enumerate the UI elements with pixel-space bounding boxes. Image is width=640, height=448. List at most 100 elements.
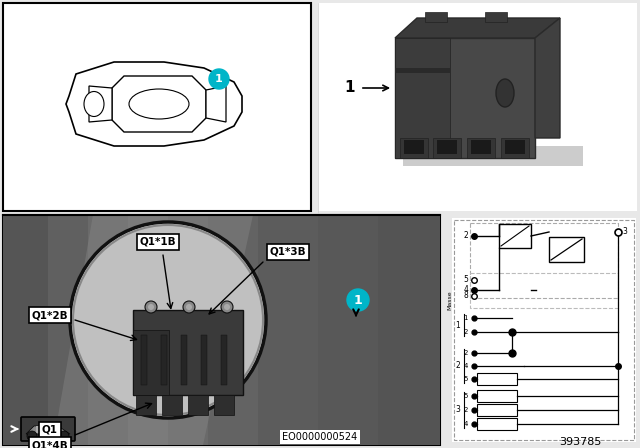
Bar [404, 140, 424, 154]
Bar [128, 215, 168, 445]
Text: Q1*3B: Q1*3B [269, 247, 307, 257]
Text: 5: 5 [463, 276, 468, 284]
Bar [477, 373, 517, 385]
Circle shape [59, 431, 69, 441]
Circle shape [347, 289, 369, 311]
Polygon shape [89, 86, 112, 122]
Circle shape [145, 301, 157, 313]
Text: Q1: Q1 [42, 425, 58, 435]
Text: Q1*2B: Q1*2B [32, 310, 68, 320]
Bar [133, 330, 169, 395]
Text: 2: 2 [456, 362, 460, 370]
Bar [467, 138, 495, 158]
Ellipse shape [496, 79, 514, 107]
Ellipse shape [84, 91, 104, 116]
Text: Q1*4B: Q1*4B [31, 440, 68, 448]
Bar [162, 395, 182, 415]
Bar [48, 426, 56, 433]
Bar [201, 335, 207, 385]
Text: 5: 5 [463, 376, 468, 382]
Bar [505, 140, 525, 154]
Circle shape [148, 304, 154, 310]
Bar [3, 215, 48, 445]
Bar [378, 215, 440, 445]
Text: 4: 4 [463, 363, 468, 369]
Text: 1: 1 [344, 81, 355, 95]
Polygon shape [206, 86, 226, 122]
Bar [477, 404, 517, 416]
Text: 1: 1 [456, 320, 460, 329]
Text: 5: 5 [463, 393, 468, 399]
Bar [214, 395, 234, 415]
Bar [168, 215, 208, 445]
Bar [452, 218, 636, 442]
Bar [88, 215, 128, 445]
Polygon shape [535, 18, 560, 138]
Bar [188, 395, 208, 415]
Text: 1: 1 [354, 293, 362, 306]
Text: 393785: 393785 [559, 437, 601, 447]
Bar [181, 335, 187, 385]
Bar [258, 215, 318, 445]
Text: 1: 1 [463, 315, 468, 321]
Bar [549, 237, 584, 262]
Bar [395, 38, 450, 158]
Polygon shape [66, 62, 242, 146]
Bar [470, 273, 618, 308]
Circle shape [186, 304, 192, 310]
Bar [221, 335, 227, 385]
Text: Masse: Masse [447, 290, 452, 310]
Circle shape [221, 301, 233, 313]
Bar [425, 12, 447, 22]
Bar [470, 223, 618, 298]
Bar [208, 215, 258, 445]
Bar [477, 390, 517, 402]
Circle shape [73, 225, 263, 415]
Text: EO0000000524: EO0000000524 [282, 432, 358, 442]
Text: 2: 2 [463, 407, 468, 413]
Bar [3, 3, 311, 211]
Text: 3: 3 [622, 228, 627, 237]
Circle shape [224, 304, 230, 310]
Bar [161, 335, 167, 385]
Polygon shape [395, 68, 450, 73]
Polygon shape [112, 76, 206, 132]
Circle shape [183, 301, 195, 313]
Bar [437, 140, 457, 154]
Polygon shape [26, 426, 70, 434]
Bar [36, 426, 46, 433]
Bar [501, 138, 529, 158]
Circle shape [70, 222, 266, 418]
Bar [133, 310, 243, 395]
Ellipse shape [129, 89, 189, 119]
Text: Q1*1B: Q1*1B [140, 237, 176, 247]
Circle shape [27, 431, 37, 441]
Text: 2: 2 [463, 232, 468, 241]
Text: 8: 8 [463, 292, 468, 301]
Bar [454, 220, 634, 440]
Text: 4: 4 [463, 421, 468, 427]
Polygon shape [395, 18, 560, 38]
Bar [3, 215, 440, 445]
Bar [318, 215, 378, 445]
Bar [433, 138, 461, 158]
Bar [395, 38, 535, 158]
Text: 3: 3 [456, 405, 460, 414]
Bar [136, 395, 156, 415]
FancyBboxPatch shape [21, 417, 75, 441]
Bar [485, 12, 507, 22]
Text: 1: 1 [215, 74, 223, 84]
Bar [471, 140, 491, 154]
Bar [318, 3, 637, 211]
Bar [477, 418, 517, 430]
Bar [403, 146, 583, 166]
Text: 2: 2 [463, 350, 468, 356]
Bar [48, 215, 88, 445]
Text: 2: 2 [463, 329, 468, 335]
Bar [499, 224, 531, 248]
Circle shape [209, 69, 229, 89]
Polygon shape [53, 215, 253, 445]
Bar [400, 138, 428, 158]
Text: 4: 4 [463, 285, 468, 294]
Bar [141, 335, 147, 385]
